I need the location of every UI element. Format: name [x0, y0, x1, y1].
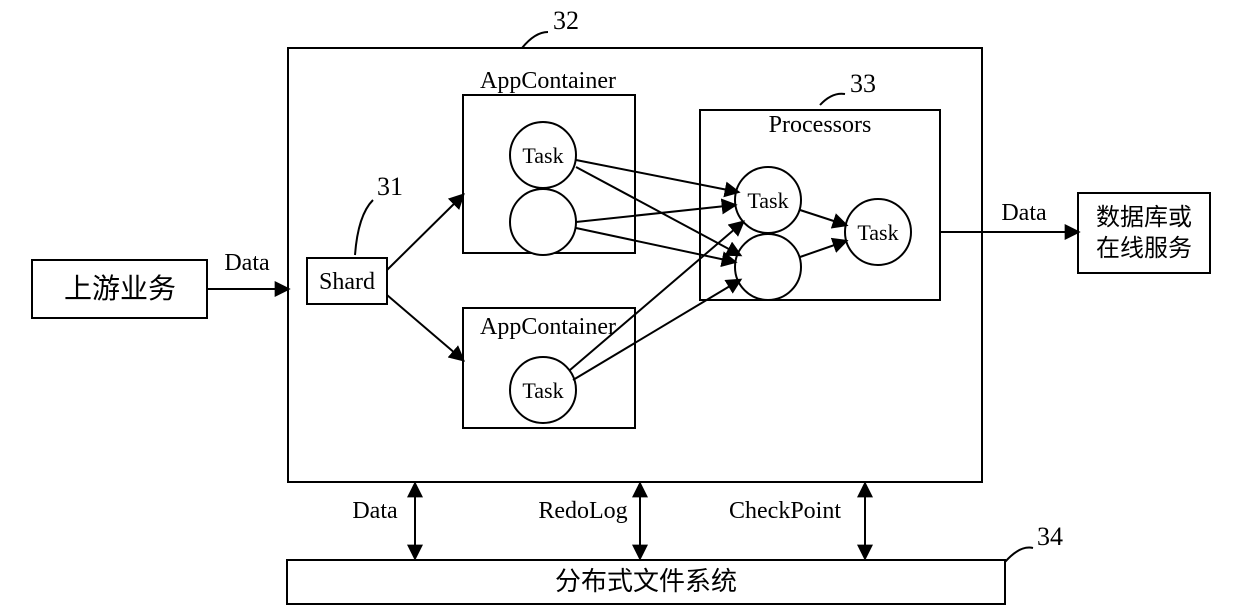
proc-empty-circle: [735, 234, 801, 300]
ref-leader-32: [522, 32, 548, 48]
app1-empty-circle: [510, 189, 576, 255]
ref-31-label: 31: [377, 172, 403, 201]
db-line2-label: 在线服务: [1096, 235, 1192, 262]
appcontainer2-label: AppContainer: [480, 314, 616, 340]
appcontainer1-label: AppContainer: [480, 68, 616, 94]
data-out-label: Data: [1001, 200, 1047, 226]
task-a1-label: Task: [522, 143, 563, 168]
ref-32-label: 32: [553, 6, 579, 35]
ref-leader-34: [1005, 548, 1033, 562]
redolog-label: RedoLog: [538, 498, 627, 524]
upstream-label: 上游业务: [64, 273, 176, 305]
task-a2-label: Task: [522, 378, 563, 403]
ref-34-label: 34: [1037, 522, 1063, 551]
checkpoint-label: CheckPoint: [729, 498, 841, 524]
architecture-diagram: 上游业务 Data Shard AppContainer AppContaine…: [0, 0, 1239, 608]
data-in-label: Data: [224, 250, 270, 276]
data-down-label: Data: [352, 498, 398, 524]
task-p1-label: Task: [747, 188, 788, 213]
dfs-label: 分布式文件系统: [555, 567, 737, 596]
processors-label: Processors: [769, 112, 872, 138]
db-line1-label: 数据库或: [1096, 204, 1192, 231]
ref-33-label: 33: [850, 69, 876, 98]
shard-label: Shard: [319, 269, 375, 295]
task-p3-label: Task: [857, 220, 898, 245]
